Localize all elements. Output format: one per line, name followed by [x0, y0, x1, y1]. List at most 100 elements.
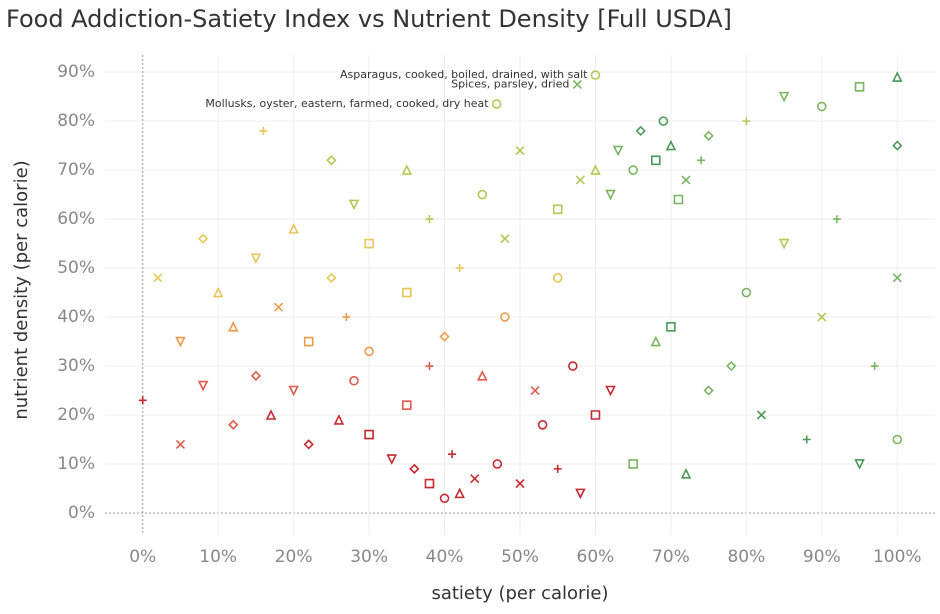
point [153, 273, 163, 283]
point [650, 335, 662, 347]
point [401, 164, 413, 175]
point [605, 385, 616, 397]
y-tick-label: 80% [57, 111, 95, 131]
point [197, 233, 209, 244]
point [635, 125, 646, 137]
x-tick-label: 20% [275, 547, 313, 567]
point [288, 385, 299, 397]
point [590, 410, 601, 420]
point [409, 463, 420, 475]
x-tick-label: 100% [873, 547, 922, 567]
point [470, 474, 480, 484]
point [832, 215, 841, 224]
point [741, 287, 752, 298]
point [552, 204, 563, 215]
point [500, 234, 510, 244]
point [817, 101, 827, 112]
point [364, 429, 374, 440]
point [854, 459, 865, 470]
point [802, 435, 811, 444]
point [342, 313, 351, 322]
y-axis-title: nutrient density (per calorie) [11, 160, 32, 419]
point [364, 346, 374, 357]
point [870, 362, 879, 371]
point [568, 361, 578, 371]
point [402, 287, 412, 298]
annotation: Asparagus, cooked, boiled, drained, with… [340, 68, 588, 81]
y-tick-label: 0% [68, 503, 95, 523]
y-tick-label: 60% [57, 209, 95, 229]
point [288, 223, 299, 234]
point [500, 312, 510, 322]
point [326, 272, 337, 283]
point [658, 116, 669, 126]
point [703, 385, 714, 396]
point [333, 414, 345, 425]
point [590, 164, 601, 175]
point [612, 145, 624, 157]
point [553, 464, 562, 473]
point [817, 312, 827, 322]
y-tick-label: 90% [57, 62, 95, 82]
x-tick-label: 40% [426, 547, 464, 567]
point [726, 360, 737, 372]
point [572, 79, 582, 89]
point [892, 140, 903, 151]
x-tick-label: 50% [501, 547, 539, 567]
point [349, 375, 359, 386]
x-tick-label: 90% [803, 547, 841, 567]
point [265, 409, 277, 420]
point [364, 238, 374, 249]
point [197, 380, 209, 392]
point [492, 459, 503, 469]
point [425, 215, 434, 224]
point [448, 450, 457, 459]
point [892, 434, 903, 445]
point [326, 155, 337, 166]
point [228, 419, 239, 430]
point [552, 273, 563, 283]
y-tick-label: 50% [57, 258, 95, 278]
point [250, 370, 262, 381]
x-tick-label: 30% [350, 547, 388, 567]
point [138, 396, 147, 405]
point [673, 194, 684, 205]
point [439, 493, 450, 504]
point [455, 264, 464, 273]
y-tick-label: 40% [57, 307, 95, 327]
x-tick-label: 80% [727, 547, 765, 567]
point [680, 467, 692, 479]
point [212, 286, 224, 298]
point [402, 400, 412, 411]
point [386, 454, 398, 465]
point [892, 273, 902, 283]
point [537, 419, 548, 430]
point [515, 479, 525, 489]
point [259, 126, 268, 135]
point [703, 130, 714, 141]
point [303, 336, 314, 347]
y-tick-label: 70% [57, 160, 95, 180]
point [665, 139, 677, 151]
point [651, 155, 661, 166]
point [227, 321, 239, 332]
x-tick-label: 0% [129, 547, 156, 567]
point [742, 117, 751, 126]
y-tick-label: 10% [57, 454, 95, 474]
annotation: Spices, parsley, dried [451, 77, 569, 90]
point [424, 478, 435, 489]
point [681, 175, 691, 185]
y-tick-label: 20% [57, 405, 95, 425]
point [348, 199, 360, 211]
point [491, 99, 502, 109]
chart-title: Food Addiction-Satiety Index vs Nutrient… [6, 5, 732, 33]
point [530, 385, 540, 396]
point [175, 336, 186, 348]
point [575, 175, 585, 185]
point [476, 370, 488, 381]
point [756, 410, 767, 420]
point [697, 156, 706, 165]
point [439, 331, 450, 342]
point [250, 253, 262, 265]
